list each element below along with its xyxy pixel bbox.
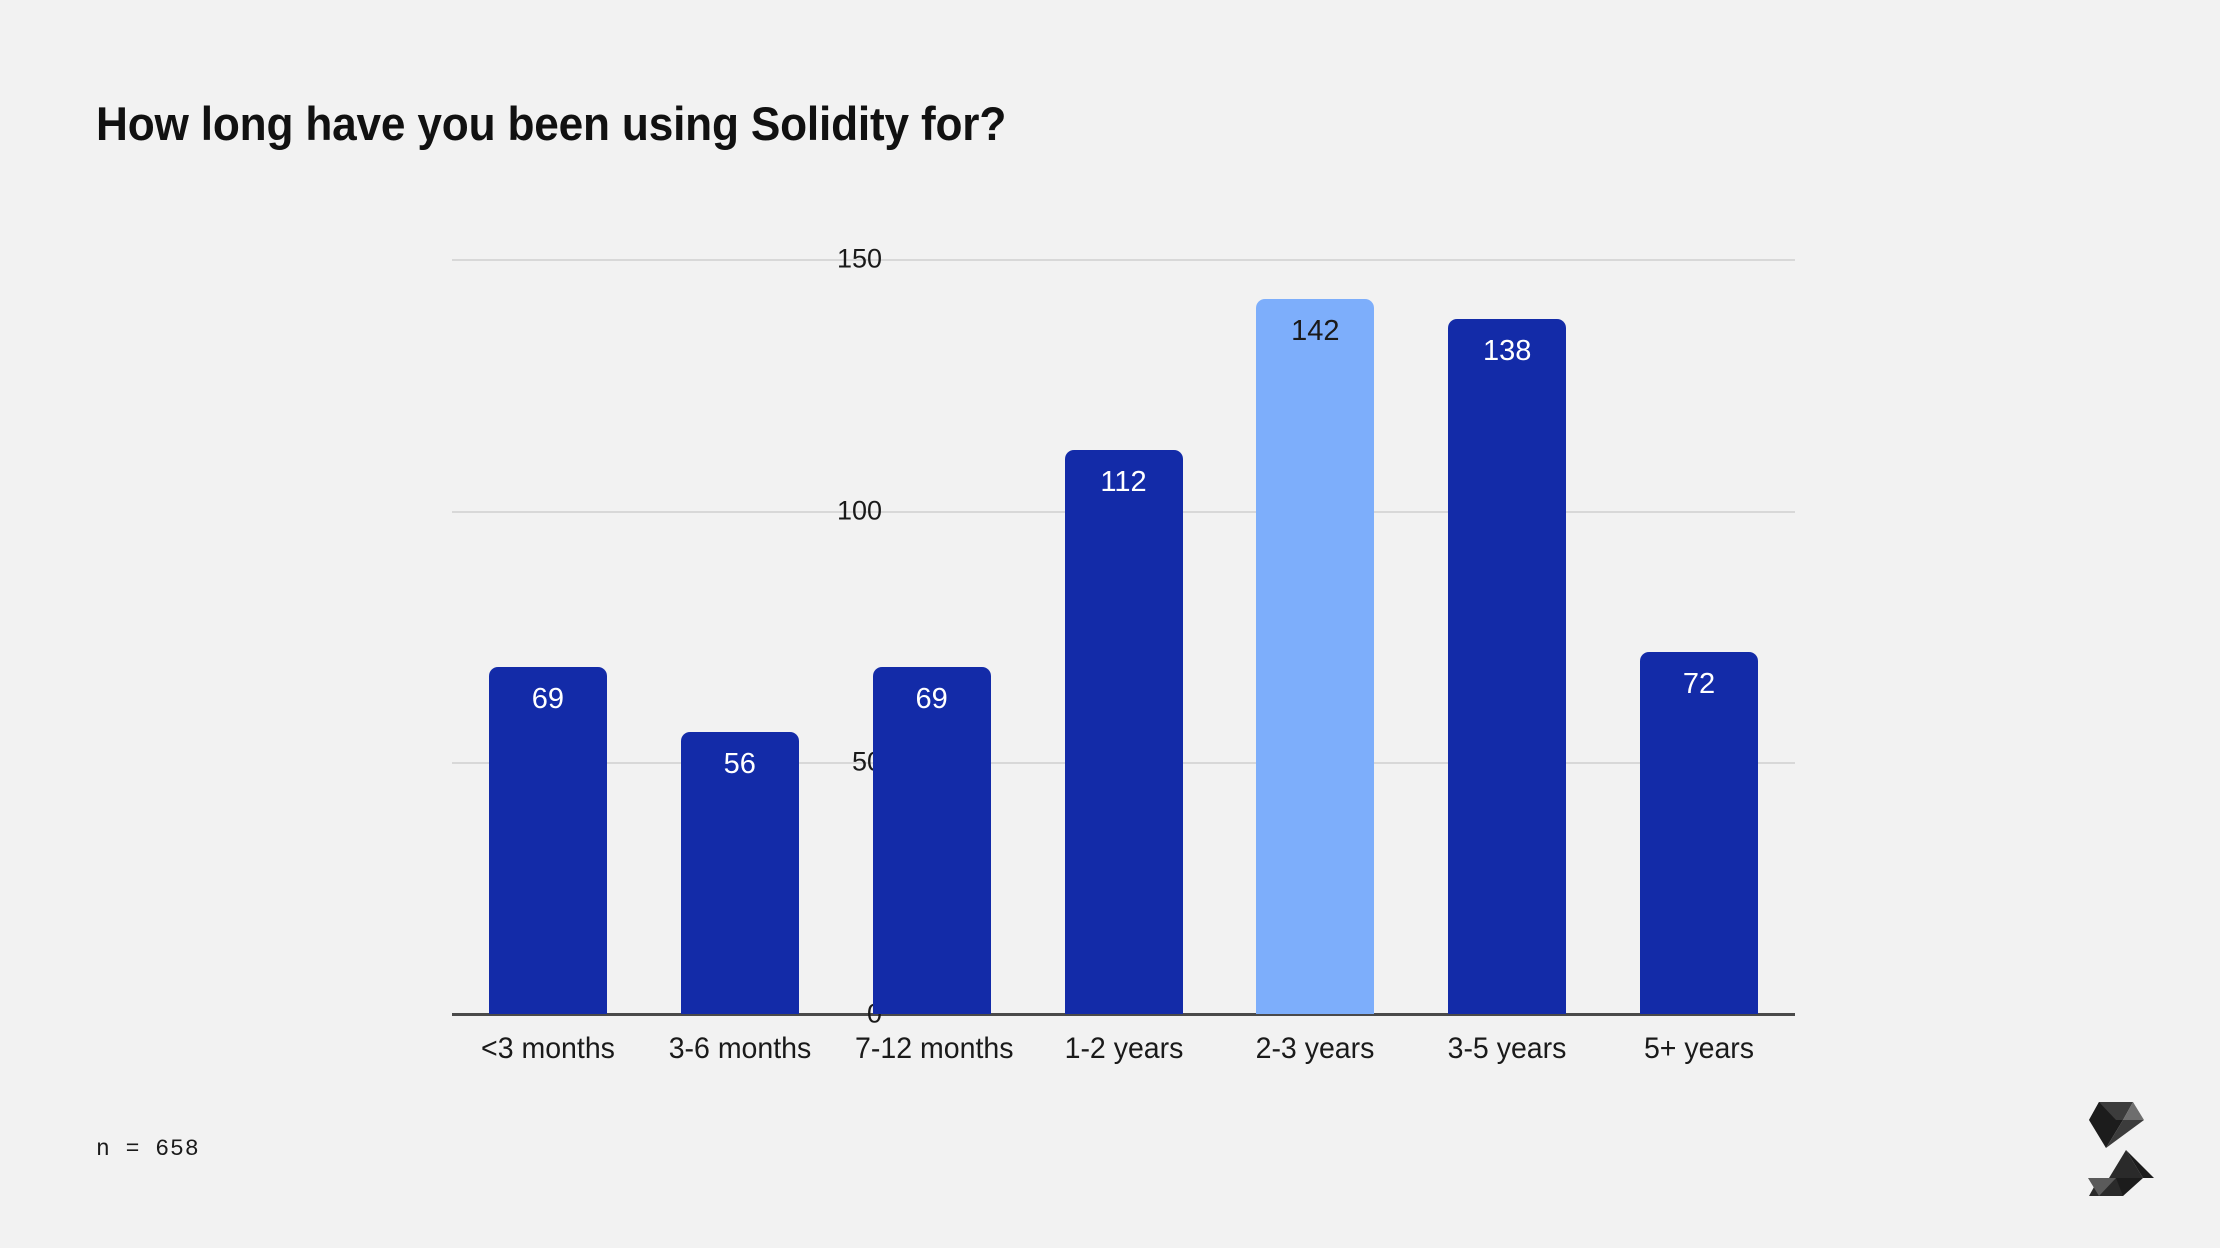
x-axis-category-label: 1-2 years — [1064, 1032, 1183, 1065]
y-axis-tick-label: 150 — [836, 243, 882, 274]
x-axis-category-label: 3-6 months — [668, 1032, 812, 1065]
x-axis-category-label: 3-5 years — [1447, 1032, 1567, 1065]
x-axis-category-label: <3 months — [480, 1032, 615, 1065]
x-axis-category-label: 7-12 months — [854, 1032, 1014, 1065]
solidity-logo — [2078, 1090, 2154, 1208]
gridline — [452, 259, 1795, 261]
page-title: How long have you been using Solidity fo… — [96, 97, 1007, 150]
bar-3-6-months[interactable]: 56 — [680, 732, 799, 1014]
bar-value-label: 138 — [1483, 335, 1532, 368]
bar-3-5-years[interactable]: 138 — [1448, 319, 1567, 1014]
bar-slot: 56 3-6 months — [668, 259, 811, 1065]
bar-5-years[interactable]: 72 — [1640, 651, 1759, 1014]
bar-slot: 138 3-5 years — [1448, 259, 1567, 1065]
bar-2-3-years[interactable]: 142 — [1256, 299, 1375, 1014]
bar-value-label: 142 — [1291, 315, 1340, 348]
x-axis-category-label: 5+ years — [1644, 1032, 1755, 1065]
bar-value-label: 112 — [1100, 466, 1147, 499]
sample-size-note: n = 658 — [96, 1136, 200, 1162]
bar-slot: 72 5+ years — [1640, 259, 1759, 1065]
bar-7-12-months[interactable]: 69 — [872, 666, 991, 1014]
bar-slot: 112 1-2 years — [1064, 259, 1183, 1065]
bar--3-months[interactable]: 69 — [488, 666, 607, 1014]
bar-1-2-years[interactable]: 112 — [1064, 450, 1183, 1014]
bars-group: 69 <3 months 56 3-6 months 69 7-12 months 112 1… — [452, 259, 1795, 1065]
x-axis-line — [452, 1013, 1795, 1016]
bar-slot: 69 <3 months — [481, 259, 615, 1065]
bar-value-label: 69 — [915, 682, 948, 715]
bar-slot: 69 7-12 months — [855, 259, 1013, 1065]
bar-value-label: 72 — [1682, 667, 1716, 700]
bar-value-label: 69 — [531, 682, 565, 715]
bar-slot: 142 2-3 years — [1256, 259, 1375, 1065]
y-axis-tick-label: 100 — [836, 495, 882, 526]
x-axis-category-label: 2-3 years — [1255, 1032, 1375, 1065]
bar-value-label: 56 — [723, 748, 756, 781]
solidity-logo-icon — [2088, 1102, 2154, 1196]
